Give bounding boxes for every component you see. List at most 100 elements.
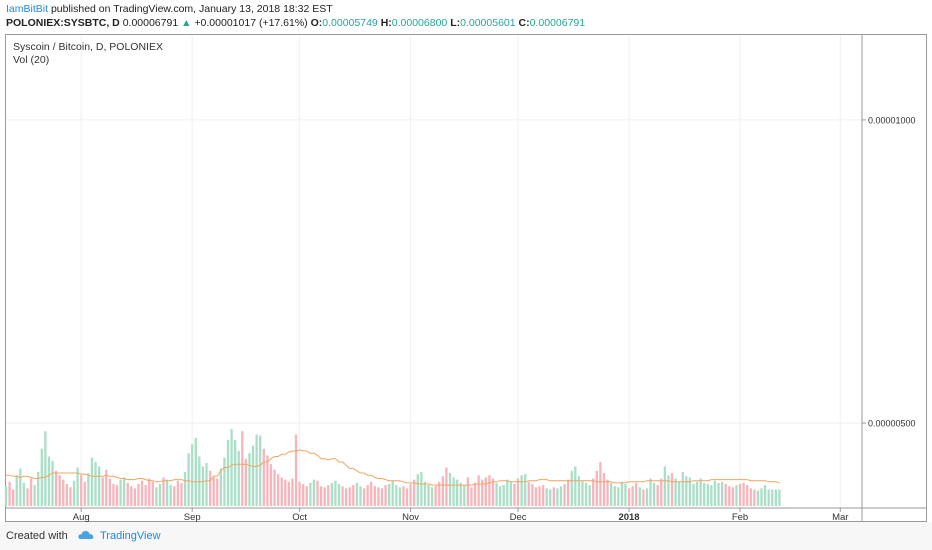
volume-bar [541,485,545,506]
volume-bar [559,486,563,506]
volume-bar [645,488,649,506]
volume-bar [688,477,692,506]
volume-bar [97,466,101,506]
volume-bar [398,487,402,506]
volume-bar [273,469,276,506]
volume-bar [577,476,581,506]
volume-bar [362,488,366,506]
volume-bar [302,484,305,506]
volume-bar [549,489,552,506]
volume-bar [445,467,448,506]
volume-bar [8,481,11,506]
volume-bar [187,453,190,506]
volume-bar [524,474,527,506]
volume-bar [22,482,26,506]
volume-bar [656,485,659,506]
volume-bar [552,487,555,506]
volume-bar [452,477,455,506]
volume-bar [191,444,194,506]
volume-bar [527,481,530,506]
axes: 0.000110000.000105000.000100000.00009500… [5,34,927,522]
volume-bar [373,486,376,506]
chart-area[interactable] [5,34,927,522]
volume-bar [667,475,670,506]
volume-bar [359,486,362,506]
volume-bar [488,475,491,506]
volume-bar [438,481,441,506]
volume-bar [291,478,294,506]
tradingview-cloud-icon[interactable] [78,529,94,541]
volume-bar [137,484,140,506]
volume-bar [126,482,129,506]
volume-bar [259,435,262,506]
volume-bar [101,477,104,506]
volume-bar [248,453,251,506]
open-value: 0.00005749 [322,17,378,29]
volume-bar [717,482,720,506]
volume-bar [459,482,462,506]
volume-bar [484,477,487,506]
volume-bar [713,480,717,506]
volume-bar [284,479,287,506]
volume-bar [649,478,652,506]
volume-bar [413,479,416,506]
volume-bar [624,484,627,506]
volume-bar [470,487,473,506]
volume-bar [316,480,319,506]
symbol-name: POLONIEX:SYSBTC, D [6,17,120,29]
price-chart[interactable]: 0.000110000.000105000.000100000.00009500… [0,0,932,522]
volume-ma-line [6,449,780,486]
x-tick-label: 2018 [618,512,639,522]
x-tick-label: Nov [402,512,419,522]
volume-bar [341,486,344,506]
volume-bar [176,480,180,506]
volume-bar [387,484,391,506]
volume-bar [119,479,122,506]
volume-bar [133,488,137,506]
volume-bars [4,429,781,506]
volume-bar [574,466,577,506]
volume-bar [80,475,83,506]
volume-bar [123,477,126,506]
volume-bar [251,445,255,506]
volume-bar [599,462,602,506]
volume-bar [563,484,566,506]
volume-bar [112,484,115,506]
volume-bar [58,475,61,506]
volume-bar [105,469,108,506]
volume-bar [287,481,291,506]
volume-bar [4,486,8,506]
author-link[interactable]: IamBitBit [6,3,49,15]
volume-bar [169,485,172,506]
volume-bar [477,475,480,506]
volume-bar [377,487,380,506]
volume-bar [681,471,684,506]
volume-bar [592,478,595,506]
volume-bar [778,489,781,506]
volume-bar [466,477,470,506]
volume-bar [606,479,609,506]
tradingview-brand[interactable]: TradingView [100,530,161,542]
last-price: 0.00006791 [122,17,179,29]
volume-bar [51,460,54,506]
volume-bar [738,484,742,506]
volume-bar [473,482,477,506]
volume-bar [720,481,724,506]
volume-bar [327,485,330,506]
volume-bar [760,488,763,506]
volume-bar [538,486,541,506]
volume-bar [391,480,394,506]
x-tick-label: Oct [292,512,307,522]
volume-bar [724,484,727,506]
volume-bar [506,479,509,506]
volume-bar [448,473,452,506]
volume-bar [692,484,695,506]
volume-bar [173,486,176,506]
volume-bar [158,484,162,506]
volume-bar [83,481,86,506]
volume-bar [337,484,341,506]
volume-bar [534,487,538,506]
volume-bar [352,485,355,506]
volume-bar [642,489,645,506]
volume-bar [695,481,699,506]
